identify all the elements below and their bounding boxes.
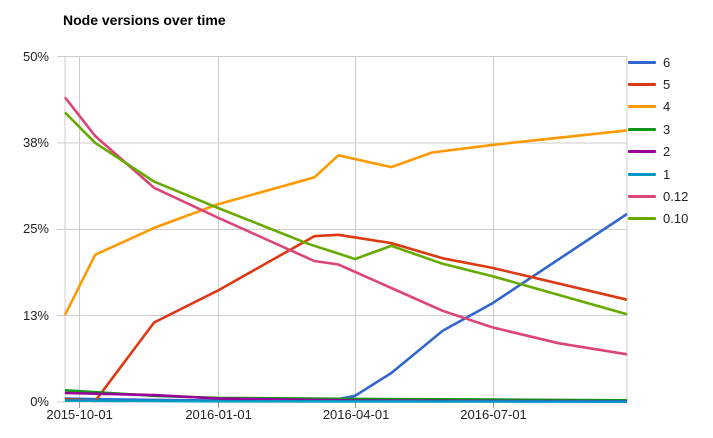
- y-axis-label: 25%: [22, 221, 49, 237]
- y-axis-label: 50%: [22, 48, 49, 64]
- legend-item-0.12: 0.12: [628, 186, 688, 208]
- legend-label: 0.12: [663, 189, 689, 205]
- legend-item-2: 2: [628, 141, 670, 163]
- legend-label: 5: [663, 76, 671, 92]
- legend-item-6: 6: [628, 51, 670, 73]
- y-axis-label: 13%: [22, 307, 49, 323]
- x-axis-label: 2015-10-01: [46, 407, 113, 422]
- legend-label: 3: [663, 121, 671, 137]
- series-line-0.12[interactable]: [63, 96, 628, 356]
- series-line-4[interactable]: [63, 129, 628, 316]
- legend-swatch: [628, 217, 656, 221]
- legend-swatch: [628, 127, 656, 131]
- legend-swatch: [628, 105, 656, 109]
- legend-item-4: 4: [628, 96, 670, 118]
- legend-item-0.10: 0.10: [628, 208, 688, 230]
- legend-swatch: [628, 172, 656, 176]
- legend-swatch: [628, 60, 656, 64]
- legend-label: 1: [663, 166, 671, 182]
- legend-label: 6: [663, 54, 671, 70]
- y-axis-label: 38%: [22, 134, 49, 150]
- chart-title: Node versions over time: [63, 12, 226, 28]
- series-lines: [63, 96, 628, 404]
- legend-swatch: [628, 195, 656, 199]
- y-axis-label: 0%: [30, 394, 49, 409]
- series-line-6[interactable]: [64, 212, 628, 402]
- series-line-0.10[interactable]: [64, 111, 628, 316]
- series-line-5[interactable]: [64, 233, 628, 403]
- legend-label: 4: [663, 99, 671, 115]
- legend-label: 2: [663, 144, 671, 160]
- x-axis-label: 2016-07-01: [460, 407, 527, 422]
- x-axis-label: 2016-04-01: [322, 407, 390, 422]
- series-line-1[interactable]: [64, 399, 628, 404]
- x-axis-label: 2016-01-01: [185, 407, 252, 422]
- legend-item-1: 1: [628, 163, 670, 185]
- legend-label: 0.10: [663, 211, 689, 227]
- legend-swatch: [628, 150, 656, 154]
- legend-item-3: 3: [628, 118, 670, 140]
- legend-swatch: [628, 82, 656, 86]
- legend-item-5: 5: [628, 73, 670, 95]
